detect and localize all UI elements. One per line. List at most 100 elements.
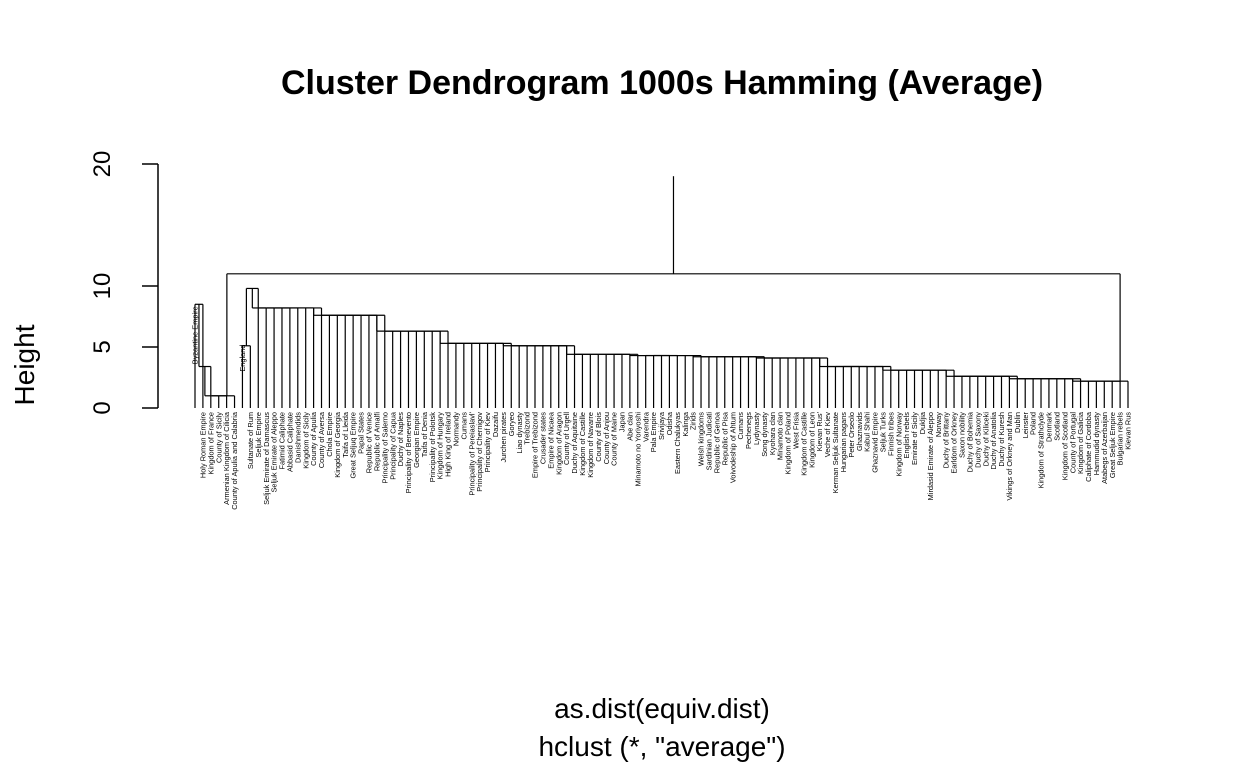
leaf-label: Vikings of Orkney and Man [1005, 412, 1014, 501]
leaf-label: Leinster [1021, 411, 1030, 438]
leaf-label: Empire of Trebizond [531, 412, 540, 478]
leaf-label: Papal States [357, 412, 366, 454]
leaf-label: Principality of Salerno [380, 412, 389, 483]
leaf-label: Republic of Genoa [712, 411, 721, 473]
y-tick-label: 20 [89, 151, 116, 178]
leaf-label: Great Seljuq Empire [349, 412, 358, 479]
leaf-label: County of Maine [610, 412, 619, 466]
leaf-label: Kingdom of Galicia [1076, 411, 1085, 474]
leaf-label: Principality of Pereiaslavl' [467, 411, 476, 495]
leaf-label: Saxon nobility [958, 412, 967, 458]
leaf-label: Duchy of Brittany [942, 412, 951, 469]
leaf-label: Duchy of Saxony [973, 412, 982, 468]
leaf-label: West Frisia [792, 411, 801, 449]
leaf-label: Republic of Pisa [720, 411, 729, 465]
leaf-label: Georgian Empire [412, 412, 421, 468]
leaf-label: Great Seljuk Empire [1108, 412, 1117, 478]
sub-label: hclust (*, "average") [538, 731, 785, 762]
leaf-label: Sultanate of Rum [246, 412, 255, 469]
leaf-label: Seljuk Turks [878, 412, 887, 453]
leaf-label: Duchy of Kuresh [997, 412, 1006, 467]
leaf-label: Welsh kingdoms [697, 412, 706, 466]
leaf-label: Denmark [1045, 412, 1054, 442]
leaf-label: Dukljia [918, 411, 927, 434]
leaf-label: Cumans [736, 412, 745, 440]
leaf-label: Duchy of Aquitaine [570, 412, 579, 474]
leaf-label: Armenian Kingdom of Cilicia [222, 411, 231, 505]
leaf-label: Duchy of Kiliceki [981, 412, 990, 467]
leaf-label: County of Apulia and Calabria [230, 411, 239, 510]
leaf-label: County of Aversa [317, 411, 326, 468]
leaf-label: Abe clan [625, 412, 634, 441]
leaf-label: Kalinga [681, 411, 690, 437]
leaf-label: Pechenegs [744, 412, 753, 449]
leaf-label: Finnish tribes [886, 412, 895, 456]
leaf-label: Odisha [665, 411, 674, 435]
leaf-label: Kingdom of France [206, 412, 215, 474]
leaf-label: Earldom of Orkney [950, 412, 959, 474]
leaf-label: Dazaifu [491, 412, 500, 437]
leaf-label: Kingdom of Norway [894, 412, 903, 477]
leaf-label: Kingdom of Georgia [333, 411, 342, 478]
leaf-label: County of Blois [594, 412, 603, 462]
y-tick-label: 5 [89, 340, 116, 353]
leaf-label: Kievan Rus [1124, 412, 1133, 450]
leaf-label: Republic of Amalfi [372, 412, 381, 472]
leaf-label: Sardinian Judicati [705, 412, 714, 471]
leaf-label: Principality of Capua [388, 411, 397, 480]
leaf-label: Dublin [1013, 412, 1022, 433]
leaf-label: Taifa of Denia [420, 411, 429, 457]
leaf-label: Pala Empire [649, 412, 658, 452]
leaf-label: Goryeo [507, 412, 516, 436]
leaf-label: Kerman Seljuk Sultanate [831, 412, 840, 493]
leaf-label: Duchy of Naples [396, 412, 405, 467]
leaf-label: Liao dynasty [515, 412, 524, 454]
y-tick-label: 0 [89, 401, 116, 414]
leaf-label: Principality of Benevento [404, 412, 413, 493]
leaf-label: Empire of Nicaea [546, 411, 555, 469]
leaf-label: Kievan Rus' [815, 411, 824, 451]
leaf-label: Trebizond [523, 412, 532, 445]
leaf-label: Republic of Venice [365, 412, 374, 473]
leaf-label: Eastern Chalukyas [673, 412, 682, 474]
leaf-label: Atabegs of Azerbaijan [1100, 412, 1109, 484]
leaf-label: Ghaznavid Empire [871, 412, 880, 473]
leaf-label: Varendra [641, 411, 650, 442]
leaf-label: Normandy [452, 412, 461, 446]
leaf-label: Cumans [459, 412, 468, 440]
leaf-label: Kingdom of Strathclyde [1037, 412, 1046, 488]
leaf-label: Kingdom of Navarre [586, 412, 595, 478]
leaf-label: Crusader states [538, 412, 547, 464]
leaf-label: Bulgarian rebels [1116, 412, 1125, 466]
leaf-label: Principality of Chernigov [475, 412, 484, 492]
leaf-label: Kingdom of Leon [807, 412, 816, 468]
leaf-label: Song dynasty [760, 412, 769, 457]
leaf-label: Holy Roman Empire [199, 412, 208, 478]
leaf-label: Minamoto no Yoriyoshi [633, 412, 642, 487]
leaf-label: Fatimid Caliphate [278, 412, 287, 470]
leaf-label: Danishmendids [293, 412, 302, 463]
leaf-label: Duchy of Anatolia [989, 411, 998, 469]
leaf-label: Kingdom of Poland [784, 412, 793, 474]
leaf-label: Japan [618, 412, 627, 432]
leaf-label: Kingdom of Castille [578, 412, 587, 476]
leaf-label: Seljuk Emirate of Aleppo [270, 412, 279, 493]
leaf-label: Kyohara clan [768, 412, 777, 455]
leaf-label: Taifa of Lleida [341, 411, 350, 457]
leaf-label: Kingdom of Aragon [554, 412, 563, 475]
leaf-label: Seljuk Emirate of Damascus [262, 412, 271, 505]
leaf-label: Kabul Shahi [863, 412, 872, 452]
leaf-label: Minamoto clan [776, 412, 785, 460]
y-axis-label: Height [9, 324, 40, 405]
leaf-label: Principality of Polotsk [428, 412, 437, 483]
leaf-label: Kingdom of Scotland [1060, 412, 1069, 480]
leaf-label: County of Anjou [602, 412, 611, 464]
leaf-label: Hungarian pagans [839, 412, 848, 473]
leaf-label: Emirate of Sicily [910, 412, 919, 465]
leaf-label: Chola Empire [325, 412, 334, 457]
leaf-label: Peter Orseolo [847, 412, 856, 458]
leaf-label: County of Urgell [562, 412, 571, 465]
leaf-label: Jurchen pirates [499, 412, 508, 463]
y-tick-label: 10 [89, 273, 116, 300]
